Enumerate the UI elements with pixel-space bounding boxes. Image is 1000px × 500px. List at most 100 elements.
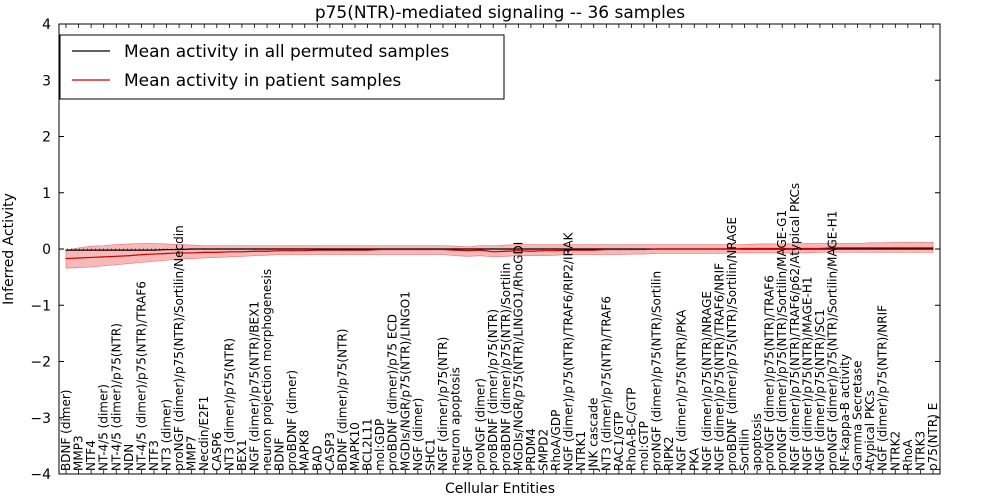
x-tick-label: NGF (dimer)/p75(NTR)/PKA <box>675 309 689 471</box>
data-point-s0-7 <box>153 249 155 251</box>
x-tick-label: MGDIs/NGR/p75(NTR)/LINGO1/RhoGDI <box>511 242 525 471</box>
data-point-s1-54 <box>743 247 746 250</box>
data-point-s0-40 <box>568 248 570 250</box>
x-tick-label: proNGF (dimer)/p75(NTR)/Sortilin <box>650 271 664 471</box>
data-point-s1-14 <box>241 251 243 253</box>
data-point-s1-2 <box>90 256 92 259</box>
data-point-s1-26 <box>392 248 394 251</box>
data-point-s0-32 <box>467 248 469 250</box>
y-axis-label: Inferred Activity <box>1 193 17 305</box>
x-tick-label: NT3 (dimer) <box>160 399 174 471</box>
x-tick-label: NTRK1 <box>574 431 588 471</box>
x-tick-label: PRDM4 <box>524 428 538 471</box>
x-tick-label: CASP6 <box>210 432 224 471</box>
data-point-s1-43 <box>605 248 607 251</box>
x-tick-label: NGF (dimer)/p75(NTR)/TRAF6/NRIF <box>712 263 726 471</box>
data-point-s1-45 <box>630 248 633 251</box>
x-tick-label: BAD <box>310 445 324 471</box>
x-tick-label: MAPK10 <box>348 422 362 471</box>
x-tick-label: JNK cascade <box>587 398 601 472</box>
y-tick-label: 2 <box>42 130 51 146</box>
x-tick-label: RAC1/GTP <box>612 412 626 471</box>
x-tick-label: apoptosis <box>750 413 764 471</box>
data-point-s1-44 <box>618 248 620 251</box>
data-point-s0-21 <box>329 248 331 250</box>
data-point-s0-22 <box>341 248 344 250</box>
data-point-s1-58 <box>794 247 796 250</box>
x-tick-label: MMP7 <box>185 435 199 471</box>
data-point-s1-9 <box>178 252 180 254</box>
data-point-s1-55 <box>756 247 758 250</box>
data-point-s0-64 <box>869 248 871 250</box>
data-point-s1-18 <box>291 250 293 252</box>
data-point-s0-67 <box>907 248 909 250</box>
data-point-s1-42 <box>593 249 595 251</box>
data-point-s1-24 <box>366 249 369 251</box>
x-tick-label: BEX1 <box>235 439 249 471</box>
x-tick-label: proBDNF (dimer) <box>285 370 299 471</box>
data-point-s1-64 <box>869 247 871 249</box>
data-point-s1-35 <box>505 250 507 252</box>
data-point-s1-52 <box>718 248 720 250</box>
data-point-s1-57 <box>781 247 783 250</box>
y-tick-label: 0 <box>42 242 51 258</box>
data-point-s0-0 <box>65 249 67 251</box>
x-tick-label: BDNF (dimer) <box>59 390 73 472</box>
x-tick-label: RhoA <box>901 439 915 471</box>
data-point-s0-33 <box>480 248 482 250</box>
data-point-s0-5 <box>128 249 130 251</box>
legend-entry-permuted: Mean activity in all permuted samples <box>124 42 449 62</box>
x-tick-label: Sortilin <box>738 429 752 471</box>
x-tick-label: NGF <box>461 446 475 471</box>
y-tick-label: 1 <box>42 186 51 202</box>
data-point-s0-36 <box>517 248 519 250</box>
data-point-s0-14 <box>241 248 243 250</box>
y-tick-label: −2 <box>30 355 51 371</box>
data-point-s1-11 <box>203 251 205 253</box>
x-tick-label: p75(NTR) E <box>926 403 940 471</box>
data-point-s0-38 <box>542 248 545 250</box>
x-tick-label: NGF (dimer) <box>411 398 425 471</box>
data-point-s1-65 <box>882 247 884 249</box>
data-point-s0-8 <box>165 248 168 251</box>
x-tick-label: NGF (dimer)/p75(NTR)/BEX1 <box>247 301 261 471</box>
data-point-s1-4 <box>115 255 117 257</box>
x-tick-label: RIPK2 <box>662 436 676 471</box>
data-point-s0-16 <box>266 248 268 250</box>
data-point-s0-34 <box>492 248 494 250</box>
data-point-s0-2 <box>90 249 92 251</box>
data-point-s0-69 <box>932 248 934 250</box>
x-tick-label: proBDNF (dimer)/p75(NTR) <box>486 309 500 471</box>
x-tick-label: BDNF (dimer)/p75(NTR) <box>335 329 349 471</box>
data-point-s1-51 <box>706 248 708 250</box>
x-tick-label: MGDIs/NGR/p75(NTR)/LINGO1 <box>398 291 412 471</box>
x-tick-label: proNGF (dimer)/p75(NTR)/TRAF6 <box>763 275 777 471</box>
data-point-s1-13 <box>228 251 230 253</box>
data-point-s1-38 <box>542 250 545 252</box>
x-tick-label: proBDNF (dimer)/p75 ECD <box>386 314 400 471</box>
data-point-s1-61 <box>831 247 834 249</box>
y-tick-label: 3 <box>42 73 51 89</box>
data-point-s1-7 <box>153 253 155 255</box>
x-tick-label: proNGF (dimer)/p75(NTR)/Sortilin/MAGE-G1 <box>775 210 789 471</box>
data-point-s0-31 <box>454 248 457 250</box>
data-point-s1-23 <box>354 249 356 251</box>
data-point-s1-22 <box>341 249 344 251</box>
x-tick-label: SHC1 <box>423 438 437 471</box>
series-line-1 <box>65 247 933 260</box>
legend: Mean activity in all permuted samples Me… <box>59 34 505 100</box>
data-point-s1-50 <box>693 248 695 250</box>
x-tick-label: NTF3 <box>147 440 161 471</box>
x-tick-label: MMP3 <box>72 435 86 471</box>
data-point-s0-10 <box>191 248 193 250</box>
x-tick-label: NTRK2 <box>888 431 902 471</box>
x-tick-label: MAPK8 <box>298 430 312 471</box>
data-point-s1-29 <box>429 248 431 251</box>
data-point-s1-5 <box>128 255 130 257</box>
data-point-s1-56 <box>769 247 771 250</box>
data-point-s1-60 <box>819 247 821 250</box>
x-tick-label: NTRK3 <box>913 431 927 471</box>
x-tick-label: NGF (dimer)/p75(NTR)/TRAF6/RIP2/IRAK <box>562 231 576 471</box>
data-point-s1-39 <box>555 250 557 252</box>
data-point-s0-66 <box>894 248 896 250</box>
